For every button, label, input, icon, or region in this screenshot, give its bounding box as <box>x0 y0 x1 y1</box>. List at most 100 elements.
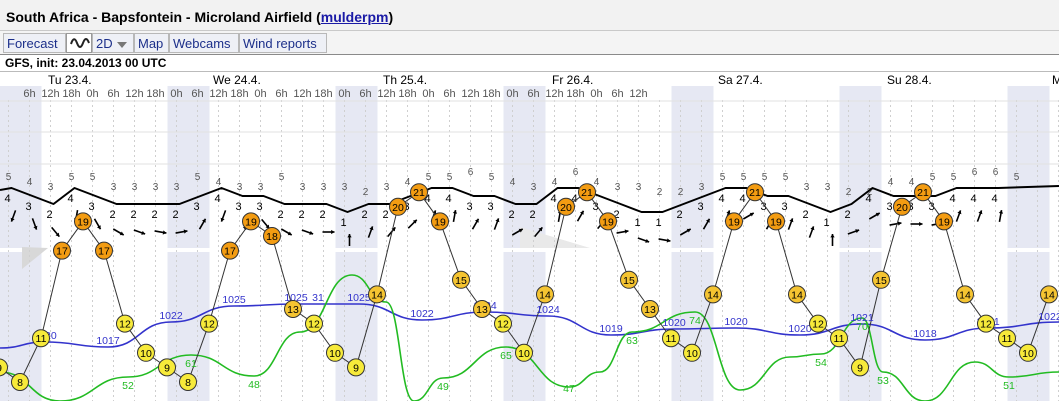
pressure-line <box>0 303 1059 349</box>
hour-label: 6h <box>275 88 287 100</box>
wind-arrow-head <box>830 234 835 238</box>
wind-gust-label: 2 <box>867 187 873 198</box>
wind-arrow-head <box>474 218 479 223</box>
hour-label: 12h <box>545 88 563 100</box>
wind-gust-label: 2 <box>678 187 684 198</box>
wind-gust-label: 3 <box>258 182 264 193</box>
wind-speed-label: 2 <box>382 209 388 221</box>
tab-webcams[interactable]: Webcams <box>169 33 239 53</box>
location-title: South Africa - Bapsfontein - Microland A… <box>6 9 313 25</box>
pressure-label: 1025 <box>347 292 371 304</box>
hour-label: 18h <box>482 88 500 100</box>
temperature-label: 11 <box>36 333 47 345</box>
temperature-marker <box>977 314 995 333</box>
wind-speed-label: 1 <box>655 217 661 229</box>
humidity-label: 65 <box>500 350 512 362</box>
wind-arrow-head <box>705 218 710 223</box>
wind-gust-label: 5 <box>741 172 747 183</box>
wind-arrow-head <box>265 224 270 229</box>
tab-forecast[interactable]: Forecast <box>3 33 66 53</box>
wind-arrow-head <box>919 221 923 227</box>
wind-speed-label: 3 <box>760 201 766 213</box>
temperature-marker <box>95 241 113 260</box>
wind-arrow-head <box>432 210 437 215</box>
wind-gust-label: 3 <box>699 182 705 193</box>
wind-arrow-head <box>538 227 543 232</box>
wind-arrow-head <box>183 229 188 234</box>
temperature-label: 20 <box>392 202 404 214</box>
wind-arrow-head <box>119 231 124 236</box>
temperature-label: 21 <box>917 187 929 199</box>
wind-gust-label: 3 <box>636 182 642 193</box>
wind-speed-label: 2 <box>277 209 283 221</box>
temperature-marker <box>620 270 638 289</box>
day-label: We 24.4. <box>213 73 261 87</box>
temperature-label: 18 <box>266 231 278 243</box>
wind-gust-label: 2 <box>363 187 369 198</box>
hour-label: 0h <box>422 88 434 100</box>
humidity-label: 54 <box>815 357 827 369</box>
wind-speed-label: 3 <box>886 201 892 213</box>
hour-label: 6h <box>23 88 35 100</box>
wind-gust-label: 4 <box>405 177 411 188</box>
wind-gust-label: 2 <box>657 187 663 198</box>
temperature-marker <box>368 285 386 304</box>
wind-gust-label: 5 <box>69 172 75 183</box>
temperature-label: 21 <box>581 187 593 199</box>
wind-speed-label: 4 <box>4 193 10 205</box>
temperature-marker <box>536 285 554 304</box>
wind-speed-label: 3 <box>88 201 94 213</box>
temperature-label: 17 <box>98 246 110 258</box>
wind-speed-label: 3 <box>487 201 493 213</box>
user-link[interactable]: mulderpm <box>320 9 389 25</box>
panel-separator <box>0 248 1059 252</box>
wind-panel: 5 4 3 5 5 3 3 3 3 5 4 3 3 5 3 3 3 2 3 4 5 5 6 5 4 3 4 6 4 3 3 2 2 3 5 5 5 5 3 3… <box>0 167 1059 246</box>
hour-label: 18h <box>230 88 248 100</box>
tab-2d[interactable]: 2D <box>92 33 134 53</box>
wind-arrow-head <box>998 210 1004 214</box>
humidity-label: 70 <box>856 321 868 333</box>
humidity-label: 47 <box>563 383 575 395</box>
temperature-marker <box>32 329 50 348</box>
wind-arrow-head <box>686 228 691 233</box>
temperature-label: 21 <box>413 187 425 199</box>
tab-graph[interactable] <box>66 33 92 53</box>
wind-arrow-head <box>957 210 962 215</box>
pressure-label: 1021 <box>850 312 874 324</box>
day-label: Fr 26.4. <box>552 73 593 87</box>
temperature-label: 14 <box>371 289 383 301</box>
wind-gust-label: 5 <box>6 172 12 183</box>
wind-gust-label: 3 <box>825 182 831 193</box>
temperature-marker <box>431 212 449 231</box>
wind-speed-label: 2 <box>130 209 136 221</box>
wind-gust-label: 3 <box>384 182 390 193</box>
day-labels: Tu 23.4. We 24.4. Th 25.4. Fr 26.4. Sa 27.4.… <box>48 73 1059 87</box>
wind-arrow-head <box>452 210 458 214</box>
title-bar: South Africa - Bapsfontein - Microland A… <box>0 0 1059 31</box>
temperature-marker <box>1019 343 1037 362</box>
temperature-marker <box>557 197 575 216</box>
wind-arrow-head <box>369 226 374 231</box>
wind-speed-label: 1 <box>823 217 829 229</box>
temperature-marker <box>242 212 260 231</box>
wind-gust-label: 5 <box>720 172 726 183</box>
temperature-marker <box>830 329 848 348</box>
temperature-marker <box>851 358 869 377</box>
wind-gust-label: 6 <box>993 167 999 178</box>
wind-speed-label: 4 <box>865 193 871 205</box>
wind-gust-label: 5 <box>1014 172 1020 183</box>
temperature-marker <box>116 314 134 333</box>
wind-arrow-head <box>624 229 629 234</box>
tab-map[interactable]: Map <box>134 33 169 53</box>
day-label: Th 25.4. <box>383 73 427 87</box>
wind-gust-label: 4 <box>510 177 516 188</box>
temperature-marker <box>179 373 197 391</box>
wind-gust-label: 4 <box>216 177 222 188</box>
tab-wind-reports[interactable]: Wind reports <box>239 33 327 53</box>
hour-label: 18h <box>146 88 164 100</box>
pressure-label: 1018 <box>913 328 937 340</box>
temperature-label: 15 <box>623 275 635 287</box>
temperature-label: 12 <box>203 319 215 331</box>
wind-gust-label: 5 <box>90 172 96 183</box>
